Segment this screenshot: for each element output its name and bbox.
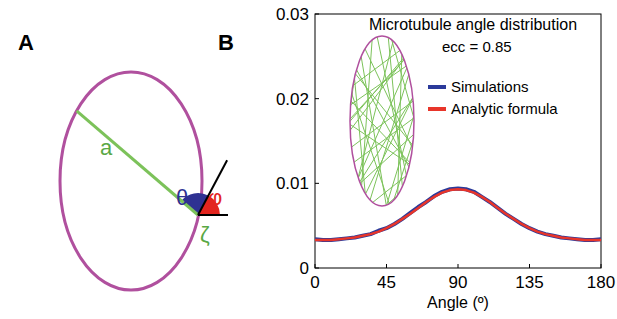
series-line xyxy=(315,188,601,240)
chart-title: Microtubule angle distribution xyxy=(369,16,577,33)
inset-lines xyxy=(211,0,561,319)
cell-outline xyxy=(60,72,202,290)
x-tick-label: 90 xyxy=(449,273,468,292)
microtubule xyxy=(238,25,534,295)
y-tick xyxy=(315,98,319,99)
x-tick xyxy=(601,264,602,268)
microtubule xyxy=(285,0,457,242)
legend-label: Analytic formula xyxy=(451,100,558,117)
legend-swatch xyxy=(428,85,446,89)
label-zeta: ζ xyxy=(200,222,210,247)
x-tick-label: 0 xyxy=(310,273,319,292)
label-theta: θ xyxy=(176,185,188,210)
x-tick-label: 45 xyxy=(377,273,396,292)
microtubule xyxy=(302,0,464,305)
microtubule xyxy=(302,0,431,319)
microtubule xyxy=(261,14,440,319)
y-tick-label: 0.03 xyxy=(276,5,309,24)
annotation: ecc = 0.85 xyxy=(442,38,512,55)
x-tick-label: 135 xyxy=(515,273,543,292)
data-group xyxy=(315,188,601,240)
plot-frame xyxy=(315,14,601,268)
x-tick xyxy=(315,264,316,268)
panel-label: B xyxy=(218,30,234,55)
x-tick xyxy=(529,264,530,268)
microtubule xyxy=(322,0,421,319)
microtubule xyxy=(348,0,457,270)
y-tick xyxy=(315,268,319,269)
inset-outline xyxy=(350,36,414,206)
legend-label: Simulations xyxy=(451,78,529,95)
y-tick xyxy=(315,183,319,184)
y-tick-label: 0.02 xyxy=(276,90,309,109)
microtubule xyxy=(239,0,509,240)
x-tick xyxy=(458,264,459,268)
x-tick xyxy=(386,264,387,268)
series-line xyxy=(315,189,601,240)
y-tick-label: 0.01 xyxy=(276,174,309,193)
microtubule xyxy=(228,0,548,179)
label-phi: φ xyxy=(208,185,222,210)
microtubule xyxy=(326,0,444,319)
y-tick-label: 0 xyxy=(300,259,309,278)
label-a: a xyxy=(100,135,113,160)
figure: A Ba θφζ 0 0.01 0.02 0.03 0 45 90 135 180 Angle (º) M… xyxy=(0,0,617,319)
tangent-line xyxy=(198,160,227,215)
x-axis-label: Angle (º) xyxy=(427,294,489,311)
legend-swatch xyxy=(428,107,446,111)
microtubule xyxy=(257,55,557,319)
panel-label: A xyxy=(18,30,34,55)
microtubule xyxy=(342,0,424,260)
microtubule xyxy=(229,44,562,266)
x-tick-label: 180 xyxy=(587,273,615,292)
horizontal-line xyxy=(198,214,228,216)
y-tick xyxy=(315,14,319,15)
length-line xyxy=(77,111,198,215)
